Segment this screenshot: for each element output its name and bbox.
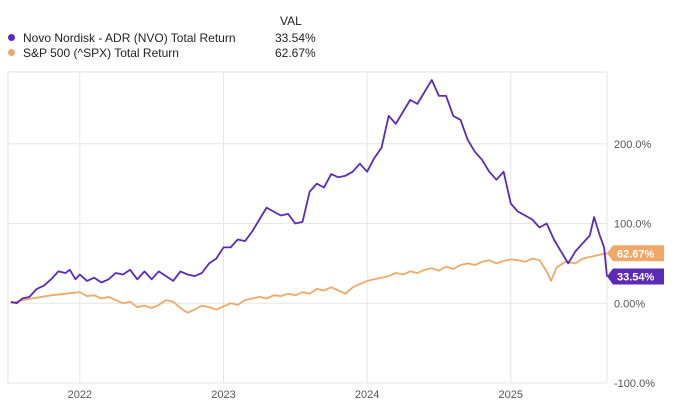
x-tick-label: 2022 (68, 389, 92, 401)
end-label-text: 33.54% (617, 272, 655, 284)
series-line-nvo (10, 79, 608, 305)
x-tick-label: 2025 (499, 389, 523, 401)
legend-swatch-spx (8, 49, 15, 56)
legend-value-nvo: 33.54% (275, 31, 316, 45)
x-tick-label: 2024 (355, 389, 379, 401)
legend-swatch-nvo (8, 34, 15, 41)
chart-series (10, 79, 608, 314)
legend-item-spx: S&P 500 (^SPX) Total Return 62.67% (8, 45, 316, 61)
legend-label-spx: S&P 500 (^SPX) Total Return (23, 46, 179, 60)
y-tick-label: 100.0% (614, 219, 652, 231)
legend-item-nvo: Novo Nordisk - ADR (NVO) Total Return 33.… (8, 30, 316, 46)
end-label-text: 62.67% (617, 248, 655, 260)
series-line-spx (10, 252, 608, 314)
legend-value-spx: 62.67% (275, 46, 316, 60)
end-label-spx: 62.67% (607, 245, 664, 262)
chart-axis-labels: 200.0% 100.0% 0.00% -100.0% 2022 2023 2024 2025 (68, 139, 656, 401)
y-tick-label: -100.0% (614, 378, 655, 390)
y-tick-label: 200.0% (614, 139, 652, 151)
legend-label-nvo: Novo Nordisk - ADR (NVO) Total Return (23, 31, 236, 45)
chart-end-labels: 33.54% 62.67% (607, 245, 664, 285)
y-tick-label: 0.00% (614, 298, 645, 310)
end-label-badge (607, 268, 664, 285)
legend-value-header: VAL (280, 14, 302, 28)
end-label-nvo: 33.54% (607, 268, 664, 285)
x-tick-label: 2023 (211, 389, 235, 401)
end-label-badge (607, 245, 664, 262)
chart-legend: VAL Novo Nordisk - ADR (NVO) Total Retur… (0, 0, 700, 70)
chart-grid (7, 71, 608, 384)
plot-frame (7, 71, 608, 384)
